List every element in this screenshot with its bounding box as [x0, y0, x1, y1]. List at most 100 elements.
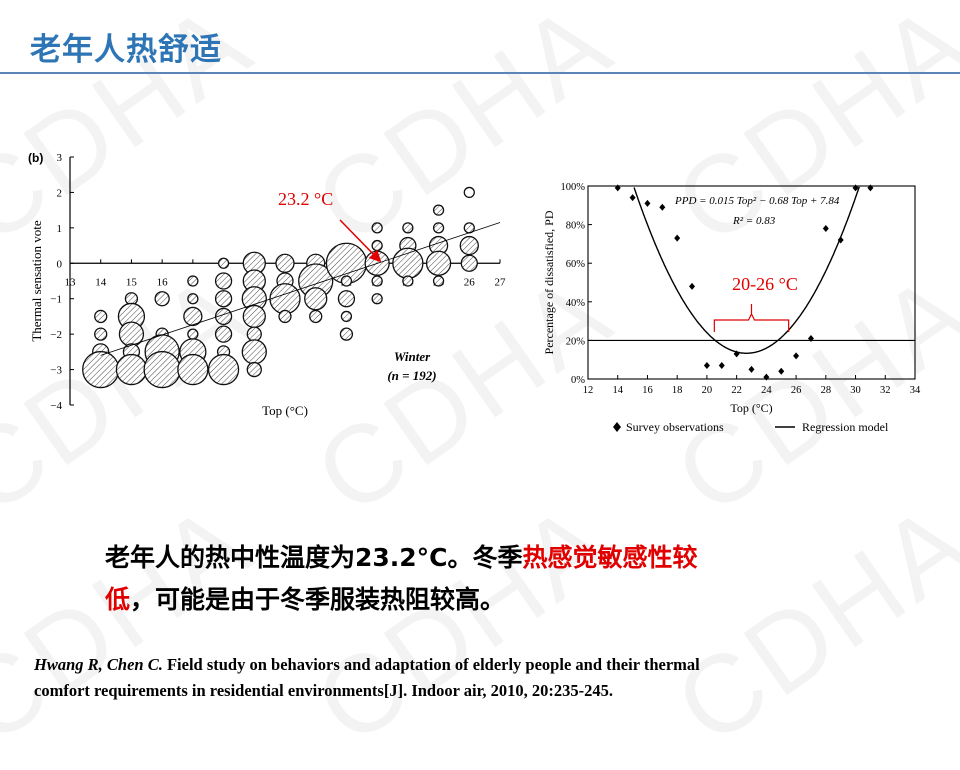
- x-tick-label: 14: [95, 276, 107, 288]
- legend-survey-observations: Survey observations: [626, 420, 724, 434]
- data-point: [852, 184, 859, 192]
- body-text: 老年人的热中性温度为23.2°C。冬季: [105, 543, 523, 572]
- data-point: [793, 352, 800, 360]
- citation-line-1: Hwang R, Chen C. Field study on behavior…: [34, 655, 700, 675]
- bubble: [82, 350, 120, 389]
- y-tick-label: −3: [50, 365, 62, 377]
- dissatisfied-chart: 0% 20% 40% 60% 80% 100% 12 14 16 18 20 22 24 26 28 30 32…: [542, 182, 921, 434]
- x-tick-label: 20: [702, 385, 713, 396]
- body-line-2: 低，可能是由于冬季服装热阻较高。: [105, 580, 505, 616]
- x-tick-label: 34: [910, 385, 921, 396]
- citation-text: Field study on behaviors and adaptation …: [162, 655, 700, 674]
- y-tick-label: 60%: [566, 259, 586, 270]
- body-text-highlight: 热感觉敏感性较: [522, 543, 698, 572]
- data-point: [807, 334, 814, 342]
- bubble: [246, 326, 262, 342]
- y-tick-label: 20%: [566, 336, 586, 347]
- data-point: [718, 361, 725, 369]
- bubble: [402, 222, 414, 234]
- data-point: [748, 365, 755, 373]
- season-label: Winter: [394, 349, 431, 364]
- citation-authors: Hwang R, Chen C.: [34, 655, 163, 674]
- y-tick-label: 100%: [561, 182, 586, 193]
- data-point: [763, 373, 770, 381]
- data-point: [703, 361, 710, 369]
- bubble: [214, 325, 233, 343]
- neutral-temperature-arrow: [339, 219, 382, 263]
- bubble: [214, 272, 233, 290]
- bubble: [432, 204, 445, 216]
- y-tick-label: 2: [57, 187, 63, 199]
- comfort-range-label: 20-26 °C: [732, 274, 798, 294]
- bubble: [214, 307, 233, 326]
- y-tick-label: 0: [57, 258, 63, 270]
- bubble: [402, 275, 414, 287]
- y-tick-label: −4: [50, 400, 62, 412]
- x-tick-label: 27: [495, 276, 507, 288]
- y-tick-label: 1: [57, 223, 63, 235]
- thermal-sensation-chart: 3210−1−2−3−41314151617181920212223242526…: [28, 151, 506, 418]
- neutral-temperature-label: 23.2 °C: [278, 189, 333, 209]
- x-tick-label: 12: [583, 385, 594, 396]
- charts: 3210−1−2−3−41314151617181920212223242526…: [28, 151, 921, 434]
- bubble: [463, 186, 475, 199]
- bubble: [187, 275, 199, 287]
- bubble: [432, 275, 445, 287]
- x-tick-label: 14: [612, 385, 623, 396]
- bubble: [154, 291, 170, 307]
- bubble: [337, 290, 356, 308]
- data-point: [644, 199, 651, 207]
- data-point: [867, 184, 874, 192]
- x-tick-label: 26: [791, 385, 802, 396]
- panel-label: (b): [28, 151, 43, 165]
- bubble: [94, 327, 108, 341]
- y-axis-label: Thermal sensation vote: [29, 220, 44, 342]
- y-tick-label: 3: [57, 152, 63, 164]
- bubble: [278, 309, 292, 324]
- x-tick-label: 24: [761, 385, 772, 396]
- y-tick-label: 40%: [566, 298, 586, 309]
- bubble: [187, 328, 199, 340]
- r-squared: R² = 0.83: [732, 215, 776, 227]
- bubble: [371, 222, 383, 234]
- bubble: [246, 361, 262, 378]
- comfort-range-brace: [713, 304, 790, 332]
- x-tick-label: 16: [642, 385, 653, 396]
- bubble: [371, 275, 383, 287]
- legend-regression-model: Regression model: [802, 420, 889, 434]
- slide-title: 老年人热舒适: [30, 32, 222, 68]
- bubble: [432, 222, 445, 234]
- x-tick-label: 16: [157, 276, 169, 288]
- data-point: [733, 350, 740, 358]
- bubble: [94, 309, 108, 324]
- bubble: [371, 293, 383, 305]
- bubble: [459, 235, 479, 256]
- bubble: [183, 306, 203, 327]
- bubble: [340, 310, 353, 323]
- bubble: [115, 353, 148, 386]
- x-tick-label: 28: [821, 385, 832, 396]
- bubble: [309, 309, 323, 324]
- bubble: [275, 253, 295, 273]
- x-axis-label: Top (°C): [262, 403, 308, 418]
- bubble: [214, 290, 233, 308]
- bubble: [242, 304, 266, 329]
- x-tick-label: 15: [126, 276, 138, 288]
- x-tick-label: 30: [850, 385, 861, 396]
- regression-curve: [633, 186, 860, 354]
- data-point: [837, 236, 844, 244]
- body-text: ，可能是由于冬季服装热阻较高。: [130, 585, 506, 614]
- bubble: [217, 257, 230, 269]
- y-axis-label: Percentage of dissatisfied, PD: [542, 210, 556, 354]
- x-tick-label: 26: [464, 276, 476, 288]
- bubble: [371, 239, 383, 252]
- y-tick-label: −2: [50, 329, 62, 341]
- bubble: [425, 250, 452, 276]
- x-axis-label: Top (°C): [730, 401, 772, 415]
- bubble: [339, 327, 354, 341]
- data-point: [822, 224, 829, 232]
- regression-line: [100, 222, 501, 356]
- body-text-highlight: 低: [105, 585, 131, 614]
- sample-size-label: (n = 192): [387, 368, 436, 383]
- plot-frame: [587, 185, 916, 380]
